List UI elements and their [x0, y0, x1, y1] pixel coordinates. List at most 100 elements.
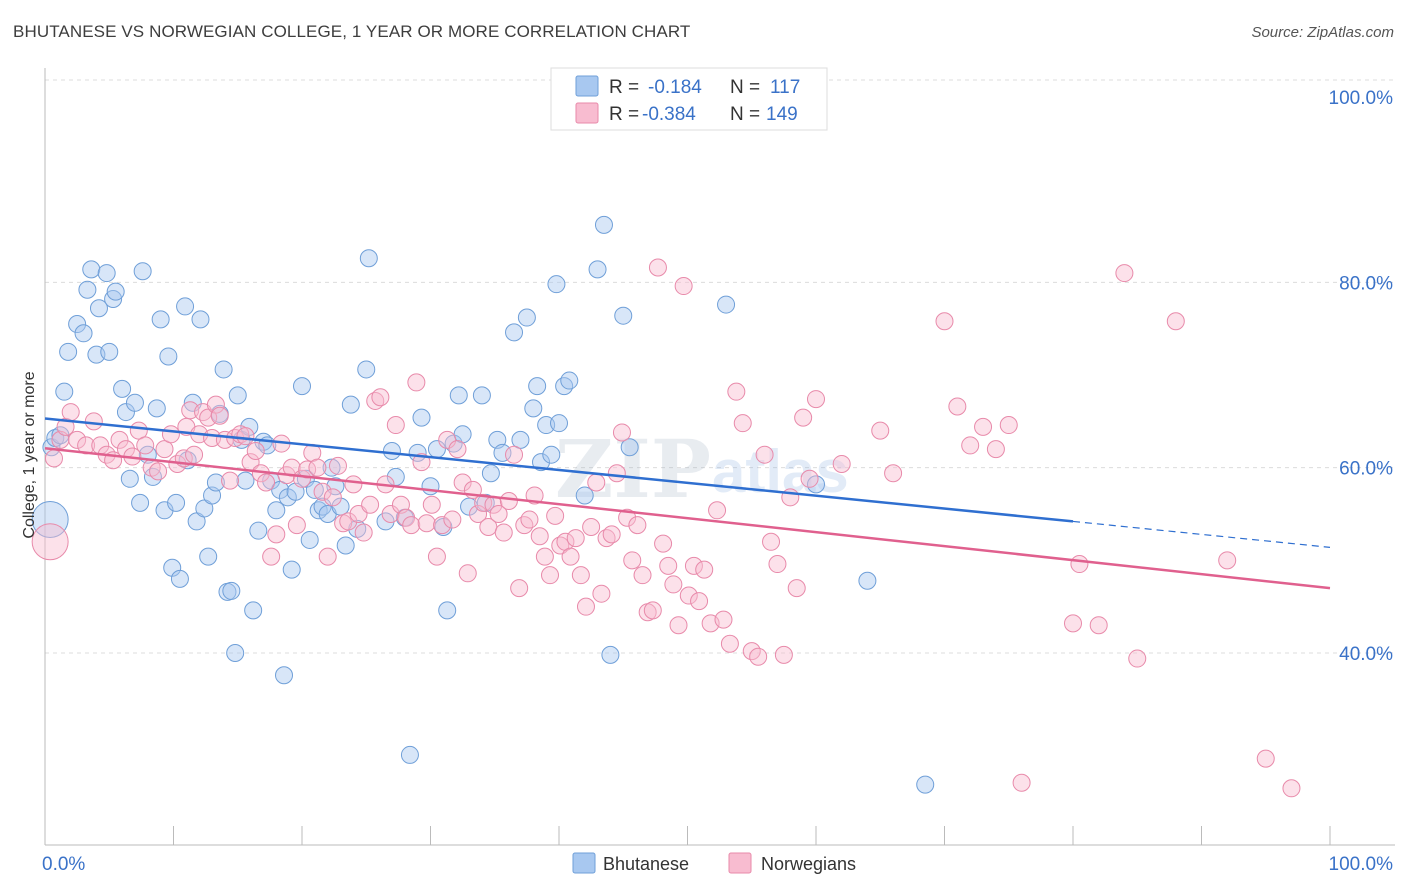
point-bhutanese [449, 386, 468, 405]
point-bhutanese [131, 493, 150, 512]
watermark-atlas: atlas [712, 438, 849, 505]
point-bhutanese [560, 371, 579, 390]
point-bhutanese [228, 386, 247, 405]
point-norwegians [155, 440, 174, 459]
point-norwegians [800, 469, 819, 488]
point-bhutanese [97, 264, 116, 283]
point-norwegians [974, 417, 993, 436]
point-bhutanese [305, 480, 324, 499]
point-norwegians [1115, 264, 1134, 283]
point-norwegians [654, 534, 673, 553]
point-bhutanese [170, 569, 189, 588]
point-norwegians [61, 403, 80, 422]
point-norwegians [458, 564, 477, 583]
point-bhutanese [300, 530, 319, 549]
point-bhutanese [614, 306, 633, 325]
point-norwegians [136, 436, 155, 455]
point-norwegians [708, 501, 727, 520]
point-norwegians [623, 551, 642, 570]
point-bhutanese [524, 399, 543, 418]
point-norwegians [674, 277, 693, 296]
point-bhutanese [528, 377, 547, 396]
point-norwegians [787, 579, 806, 598]
point-norwegians [541, 566, 560, 585]
point-norwegians [733, 414, 752, 433]
point-bhutanese [336, 536, 355, 555]
point-norwegians [628, 516, 647, 535]
point-norwegians [510, 579, 529, 598]
point-bhutanese [271, 480, 290, 499]
watermark-zip: ZIP [555, 422, 711, 516]
point-norwegians [592, 584, 611, 603]
point-norwegians [185, 445, 204, 464]
point-norwegians [68, 430, 87, 449]
point-norwegians [648, 258, 667, 277]
point-bhutanese [31, 501, 69, 539]
point-norwegians [1256, 749, 1275, 768]
point-norwegians [546, 506, 565, 525]
point-bhutanese [532, 453, 551, 472]
point-norwegians [31, 523, 69, 561]
point-norwegians [530, 527, 549, 546]
point-bhutanese [167, 493, 186, 512]
point-norwegians [313, 482, 332, 501]
point-bhutanese [412, 408, 431, 427]
point-norwegians [221, 471, 240, 490]
point-bhutanese [155, 501, 174, 520]
point-bhutanese [226, 644, 245, 662]
point-bhutanese [460, 497, 479, 516]
point-norwegians [371, 388, 390, 407]
stats-n-label-2: N = [730, 104, 760, 125]
point-bhutanese [282, 560, 301, 579]
stats-n-label-1: N = [730, 77, 760, 98]
point-norwegians [669, 616, 688, 635]
point-norwegians [1282, 779, 1301, 798]
point-norwegians [246, 441, 265, 460]
point-bhutanese [125, 393, 144, 412]
point-bhutanese [74, 324, 93, 343]
stats-r-value-1: -0.184 [648, 77, 702, 98]
stats-r-value-2: -0.384 [642, 104, 696, 125]
y-tick-label: 40.0% [1339, 644, 1393, 665]
point-bhutanese [113, 379, 132, 398]
y-tick-label: 60.0% [1339, 459, 1393, 480]
point-norwegians [161, 425, 180, 444]
point-bhutanese [143, 467, 162, 486]
point-bhutanese [620, 438, 639, 457]
point-bhutanese [42, 438, 61, 457]
point-norwegians [986, 440, 1005, 459]
point-norwegians [381, 505, 400, 523]
point-bhutanese [575, 486, 594, 505]
point-norwegians [438, 430, 457, 449]
point-norwegians [257, 473, 276, 492]
point-norwegians [948, 397, 967, 416]
point-norwegians [267, 525, 286, 544]
point-norwegians [755, 445, 774, 464]
point-norwegians [386, 416, 405, 435]
point-norwegians [417, 514, 436, 533]
point-norwegians [339, 512, 358, 531]
point-norwegians [571, 566, 590, 585]
point-bhutanese [244, 601, 263, 620]
point-bhutanese [183, 393, 202, 412]
point-bhutanese [267, 501, 286, 520]
point-norwegians [762, 532, 781, 551]
point-bhutanese [214, 360, 233, 379]
point-norwegians [427, 547, 446, 566]
point-bhutanese [601, 645, 620, 664]
point-norwegians [287, 516, 306, 535]
point-norwegians [469, 505, 488, 523]
point-norwegians [794, 408, 813, 427]
point-norwegians [884, 464, 903, 483]
point-bhutanese [588, 260, 607, 279]
point-bhutanese [594, 215, 613, 234]
point-bhutanese [100, 342, 119, 361]
point-bhutanese [106, 282, 125, 301]
point-norwegians [402, 516, 421, 535]
watermark: ZIP atlas [555, 422, 849, 516]
point-norwegians [499, 492, 518, 511]
point-norwegians [1064, 614, 1082, 633]
point-bhutanese [547, 275, 566, 294]
tick-labels: 40.0% 60.0% 80.0% 100.0% 0.0% 100.0% [42, 88, 1393, 875]
